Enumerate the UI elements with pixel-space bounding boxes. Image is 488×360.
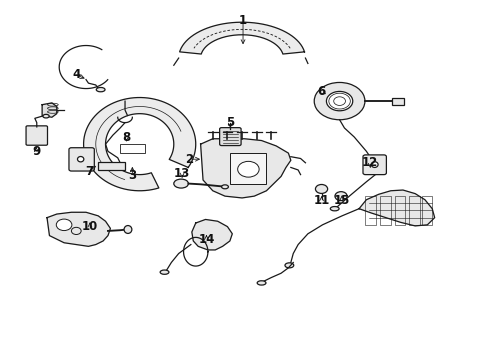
Ellipse shape — [124, 226, 132, 233]
Ellipse shape — [257, 281, 265, 285]
Bar — [379, 196, 390, 225]
Text: 3: 3 — [128, 169, 136, 182]
Ellipse shape — [285, 263, 293, 268]
Bar — [229, 153, 266, 184]
Ellipse shape — [370, 162, 377, 167]
Bar — [98, 162, 125, 170]
Polygon shape — [83, 98, 195, 191]
Text: 15: 15 — [333, 194, 349, 207]
Polygon shape — [179, 22, 304, 54]
FancyBboxPatch shape — [362, 155, 386, 175]
Text: 4: 4 — [72, 68, 80, 81]
Bar — [394, 196, 405, 225]
Ellipse shape — [315, 184, 327, 193]
Text: 8: 8 — [122, 131, 130, 144]
FancyBboxPatch shape — [219, 128, 241, 145]
Text: 1: 1 — [239, 14, 246, 27]
Text: 7: 7 — [85, 165, 93, 178]
Text: 11: 11 — [313, 194, 329, 207]
Ellipse shape — [221, 185, 228, 189]
Ellipse shape — [160, 270, 168, 274]
Text: 2: 2 — [185, 153, 193, 166]
Text: 6: 6 — [316, 85, 325, 98]
Ellipse shape — [334, 192, 346, 201]
Ellipse shape — [96, 87, 105, 92]
Polygon shape — [191, 220, 232, 250]
Polygon shape — [358, 190, 434, 226]
FancyBboxPatch shape — [69, 148, 94, 171]
Ellipse shape — [43, 114, 49, 118]
Ellipse shape — [330, 207, 338, 211]
FancyBboxPatch shape — [26, 126, 47, 145]
Ellipse shape — [173, 179, 188, 188]
Polygon shape — [42, 103, 57, 117]
Bar — [421, 196, 431, 225]
Text: 14: 14 — [198, 233, 214, 246]
Circle shape — [71, 227, 81, 234]
Circle shape — [237, 161, 259, 177]
Bar — [365, 196, 375, 225]
Bar — [408, 196, 419, 225]
Bar — [391, 98, 404, 105]
Bar — [120, 144, 144, 153]
Polygon shape — [47, 212, 110, 246]
Circle shape — [56, 219, 72, 230]
Text: 5: 5 — [226, 116, 234, 129]
Polygon shape — [200, 139, 290, 198]
Text: 10: 10 — [81, 220, 98, 233]
Text: 13: 13 — [174, 167, 190, 180]
Ellipse shape — [77, 157, 83, 162]
Ellipse shape — [376, 169, 385, 173]
Text: 9: 9 — [32, 145, 41, 158]
Text: 12: 12 — [362, 156, 378, 169]
